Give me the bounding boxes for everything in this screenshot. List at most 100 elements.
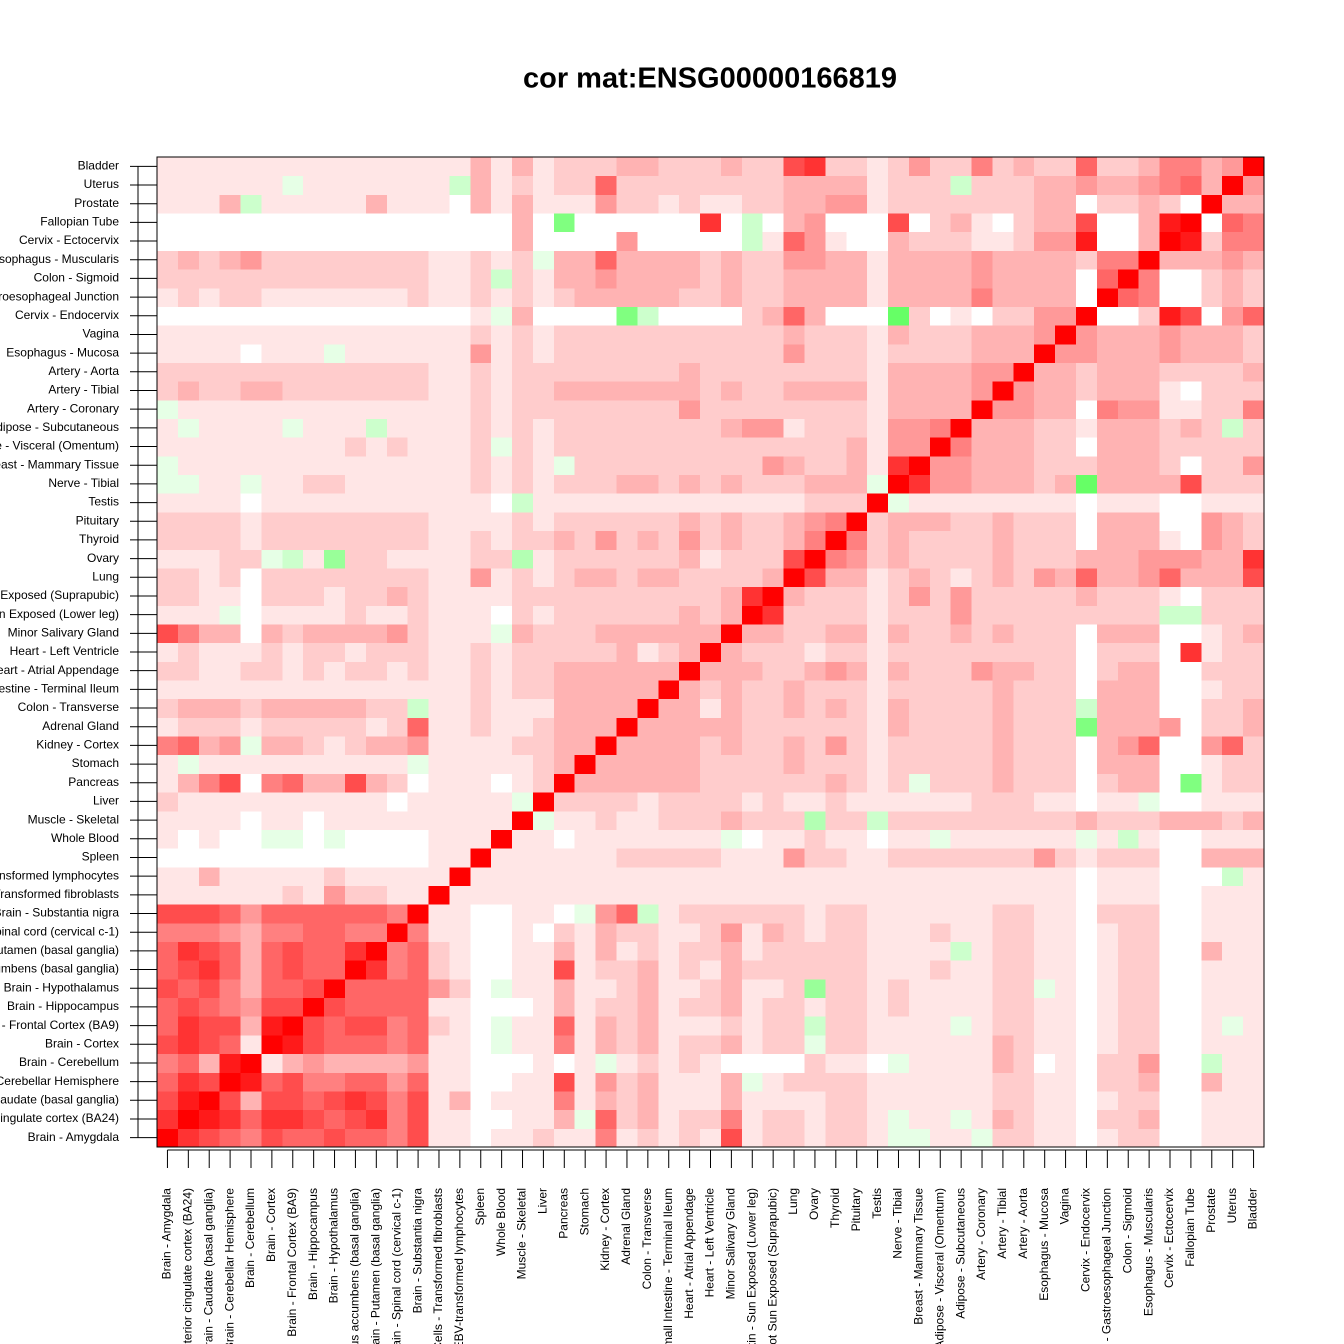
heatmap-cell (762, 754, 785, 774)
heatmap-cell (428, 530, 450, 550)
heatmap-cell (992, 567, 1014, 588)
heatmap-cell (700, 1016, 722, 1036)
heatmap-cell (1076, 530, 1098, 550)
heatmap-cell (1222, 549, 1244, 569)
heatmap-cell (344, 904, 367, 924)
heatmap-cell (1096, 941, 1119, 961)
heatmap-cell (219, 605, 242, 625)
x-tick-label: Artery - Tibial (995, 1188, 1009, 1259)
heatmap-cell (846, 325, 868, 345)
heatmap-cell (1076, 306, 1098, 326)
heatmap-cell (846, 810, 868, 830)
heatmap-cell (1076, 1072, 1098, 1092)
heatmap-cell (658, 474, 680, 494)
heatmap-cell (553, 941, 576, 961)
heatmap-cell (1222, 941, 1244, 961)
heatmap-cell (720, 250, 743, 270)
heatmap-cell (303, 213, 325, 233)
heatmap-cell (929, 698, 952, 718)
heatmap-cell (303, 493, 325, 513)
heatmap-cell (867, 549, 889, 569)
heatmap-cell (240, 698, 262, 718)
heatmap-cell (532, 792, 555, 812)
heatmap-cell (867, 754, 889, 774)
heatmap-cell (1055, 1090, 1077, 1111)
heatmap-cell (449, 623, 471, 644)
heatmap-cell (553, 717, 576, 737)
heatmap-cell (470, 773, 492, 793)
heatmap-cell (1034, 157, 1056, 177)
heatmap-cell (157, 455, 179, 476)
heatmap-cell (929, 1109, 952, 1129)
heatmap-cell (532, 904, 555, 924)
heatmap-cell (616, 343, 638, 363)
heatmap-cell (679, 231, 701, 251)
heatmap-cell (324, 530, 346, 550)
heatmap-cell (365, 1109, 388, 1129)
heatmap-cell (846, 792, 868, 812)
heatmap-cell (762, 343, 785, 363)
heatmap-cell (1159, 829, 1181, 849)
heatmap-cell (303, 1128, 325, 1148)
heatmap-cell (282, 567, 304, 588)
x-tick-label: Cells - EBV-transformed lymphocytes (452, 1188, 466, 1344)
y-tick-label: Cells - Transformed fibroblasts (0, 887, 119, 901)
heatmap-cell (1138, 493, 1161, 513)
heatmap-cell (1243, 511, 1265, 532)
heatmap-cell (1117, 922, 1140, 943)
heatmap-cell (595, 1128, 618, 1148)
heatmap-cell (1159, 1016, 1181, 1036)
heatmap-cell (449, 978, 471, 999)
heatmap-cell (282, 605, 304, 625)
heatmap-cell (303, 418, 325, 438)
heatmap-cell (1138, 213, 1161, 233)
heatmap-cell (950, 362, 973, 382)
heatmap-cell (512, 978, 534, 999)
heatmap-cell (720, 213, 743, 233)
heatmap-cell (720, 511, 743, 532)
heatmap-cell (491, 698, 513, 718)
heatmap-cell (470, 418, 492, 438)
heatmap-cell (1222, 493, 1244, 513)
heatmap-cell (386, 343, 409, 363)
y-tick-label: Brain - Hippocampus (7, 999, 119, 1013)
heatmap-cell (1076, 231, 1098, 251)
heatmap-cell (177, 1034, 200, 1055)
heatmap-cell (1034, 1090, 1056, 1111)
heatmap-cell (428, 885, 450, 905)
heatmap-cell (1159, 997, 1181, 1017)
heatmap-cell (658, 586, 680, 606)
heatmap-cell (992, 549, 1014, 569)
heatmap-cell (532, 269, 555, 289)
heatmap-cell (532, 511, 555, 532)
heatmap-cell (1034, 810, 1056, 830)
heatmap-cell (532, 773, 555, 793)
heatmap-cell (700, 922, 722, 943)
heatmap-cell (303, 1072, 325, 1092)
heatmap-cell (386, 941, 409, 961)
heatmap-cell (261, 567, 283, 588)
heatmap-cell (1013, 642, 1035, 662)
heatmap-cell (177, 997, 200, 1017)
heatmap-cell (741, 493, 764, 513)
heatmap-cell (470, 325, 492, 345)
heatmap-cell (1076, 437, 1098, 457)
heatmap-cell (1055, 792, 1077, 812)
heatmap-cell (386, 287, 409, 307)
heatmap-cell (1117, 1128, 1140, 1148)
heatmap-cell (1013, 941, 1035, 961)
heatmap-cell (658, 698, 680, 718)
heatmap-cell (825, 661, 847, 681)
heatmap-cell (532, 717, 555, 737)
heatmap-cell (198, 904, 221, 924)
heatmap-cell (595, 623, 618, 644)
heatmap-cell (971, 866, 993, 886)
heatmap-cell (1034, 231, 1056, 251)
heatmap-cell (762, 885, 785, 905)
heatmap-cell (219, 511, 242, 532)
heatmap-cell (177, 922, 200, 943)
heatmap-cell (157, 381, 179, 401)
heatmap-cell (888, 1034, 910, 1055)
heatmap-cell (658, 792, 680, 812)
heatmap-cell (1201, 1109, 1223, 1129)
